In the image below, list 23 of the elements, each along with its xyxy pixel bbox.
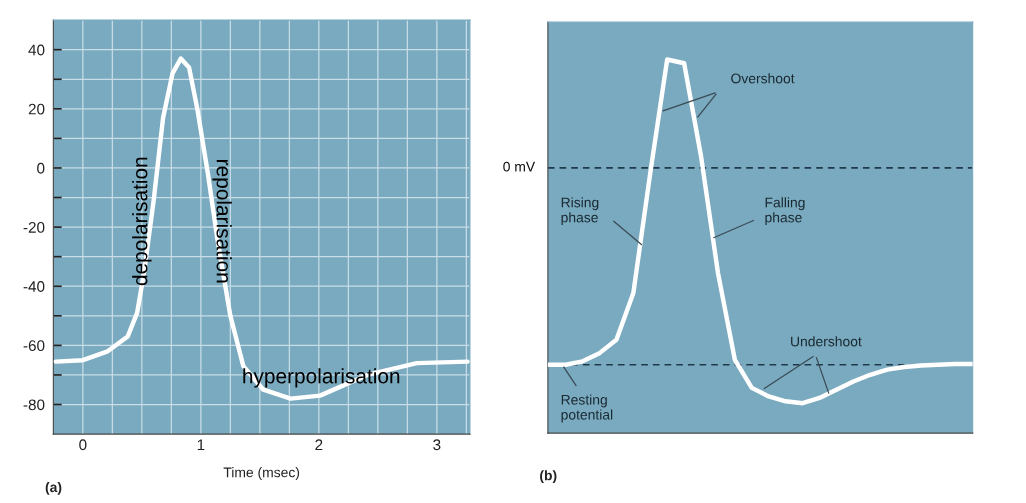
annotation: Falling phase	[765, 197, 805, 226]
x-tick-label: 3	[433, 439, 441, 451]
y-tick-label: 20	[28, 103, 45, 115]
y-tick-label: -20	[23, 221, 45, 233]
annotation: depolarisation	[132, 157, 152, 286]
x-axis-title: Time (msec)	[223, 467, 300, 481]
annotation: Overshoot	[731, 73, 795, 84]
annotation: Undershoot	[791, 336, 862, 347]
x-tick-label: 1	[197, 439, 205, 451]
x-tick-label: 2	[315, 439, 323, 451]
text: (a)	[45, 481, 62, 495]
annotation: repolarisation	[212, 160, 232, 283]
x-tick-label: 0	[79, 439, 87, 451]
y-tick-label: -60	[23, 340, 45, 352]
y-tick-label: 40	[28, 44, 45, 56]
annotation: Rising phase	[561, 197, 599, 226]
ref-line-label: 0 mV	[503, 161, 536, 172]
y-tick-label: 0	[37, 162, 45, 174]
y-tick-label: -40	[23, 281, 45, 292]
line-series	[53, 56, 470, 401]
annotation: Resting potential	[561, 394, 613, 423]
y-tick-label: -80	[23, 399, 45, 411]
text: (b)	[540, 470, 557, 484]
